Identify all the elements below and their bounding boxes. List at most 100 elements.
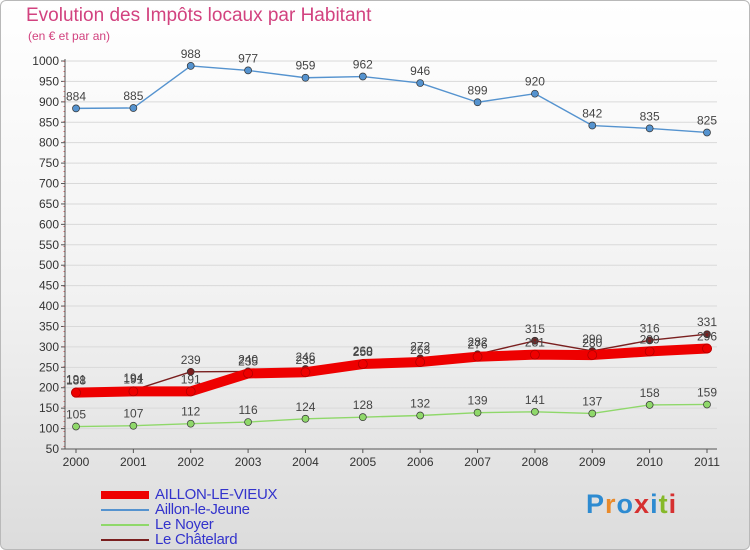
x-tick-label: 2000 [63,455,90,469]
data-label: 141 [525,393,545,407]
legend-swatch [101,509,149,511]
data-label: 159 [697,385,717,399]
y-tick-label: 500 [39,258,59,272]
data-point [301,73,310,82]
data-point [186,419,195,428]
data-label: 884 [66,89,86,103]
data-label: 112 [181,405,200,419]
data-point [703,128,711,137]
data-point [186,62,195,70]
data-point [588,409,597,418]
y-tick-label: 550 [39,238,59,252]
y-tick-label: 300 [39,340,59,354]
logo-letter: x [634,489,651,519]
data-point [72,422,80,431]
legend-swatch [101,539,149,541]
data-label: 240 [238,352,258,366]
data-point [358,72,367,81]
data-label: 246 [295,350,315,364]
data-point [358,413,367,421]
data-point [702,343,712,354]
data-label: 188 [66,374,86,388]
data-point [531,407,539,416]
proxiti-logo: Proxiti [586,489,677,520]
data-label: 282 [468,335,488,349]
data-point [645,124,654,133]
data-point [703,330,711,339]
data-label: 977 [238,51,258,65]
x-tick-label: 2005 [349,455,376,469]
data-point [71,387,81,398]
x-tick-label: 2007 [464,455,491,469]
legend-label: Le Châtelard [155,531,238,548]
data-point [703,400,711,409]
x-tick-label: 2002 [177,455,204,469]
chart-title: Evolution des Impôts locaux par Habitant [26,5,372,26]
data-point [357,359,368,369]
logo-letter: t [658,489,669,519]
logo-letter: i [650,489,659,519]
y-tick-label: 750 [39,156,59,170]
x-tick-label: 2008 [522,455,549,469]
data-point [186,367,195,376]
data-point [129,104,138,112]
data-point [244,418,252,426]
y-tick-label: 1000 [32,54,59,68]
y-tick-label: 350 [39,319,59,333]
data-label: 296 [697,330,717,344]
y-tick-label: 800 [39,136,59,150]
y-tick-label: 200 [39,381,59,395]
data-point [473,98,482,107]
data-label: 191 [123,372,143,386]
data-label: 191 [66,372,86,386]
chart-axes: 50 100 150 200 250 300 350 400 450 500 550 600 650 70… [32,54,720,469]
data-label: 263 [410,343,430,357]
x-tick-label: 2001 [120,455,147,469]
data-label: 116 [239,403,258,417]
x-tick-label: 2003 [235,455,262,469]
x-tick-label: 2006 [407,455,434,469]
y-tick-label: 150 [39,401,59,415]
data-label: 272 [410,339,430,353]
data-point [531,336,539,345]
data-label: 835 [640,109,660,123]
logo-letter: i [668,489,678,519]
data-label: 315 [525,322,545,336]
data-label: 959 [295,59,315,73]
y-tick-label: 700 [39,177,59,191]
y-tick-label: 250 [39,360,59,374]
data-label: 825 [697,113,717,127]
data-label: 191 [181,372,201,386]
data-point [416,79,425,87]
data-point [531,89,539,98]
series-line [75,403,708,428]
data-point [415,357,426,367]
data-label: 132 [410,397,430,411]
y-tick-label: 600 [39,217,59,231]
data-label: 139 [468,394,488,408]
legend-label: AILLON-LE-VIEUX [155,486,278,503]
data-label: 258 [353,345,373,359]
chart-series [71,62,712,431]
data-point [244,66,252,75]
logo-letter: r [605,489,617,519]
data-label: 988 [181,47,201,61]
data-label: 290 [582,332,602,346]
series-line [75,65,708,134]
x-tick-label: 2004 [292,455,319,469]
data-point [300,367,311,378]
data-label: 962 [353,58,373,72]
data-label: 124 [295,400,315,414]
data-point [530,349,540,360]
data-label: 920 [525,75,545,89]
legend-label: Le Noyer [155,516,214,533]
logo-letter: P [586,489,606,519]
data-label: 128 [353,398,373,412]
y-tick-label: 950 [39,74,59,88]
data-label: 105 [66,408,86,422]
data-label: 885 [123,89,143,103]
data-label: 946 [410,64,430,78]
data-point [644,346,655,357]
logo-letter: o [616,489,635,519]
